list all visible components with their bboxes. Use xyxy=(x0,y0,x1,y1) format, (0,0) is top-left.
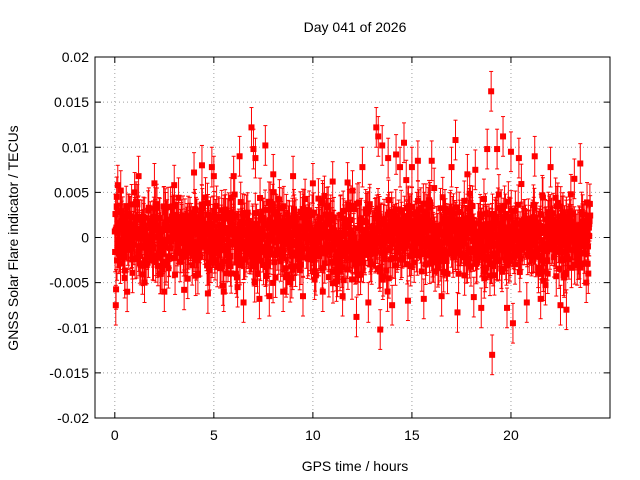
data-marker xyxy=(220,258,227,265)
data-marker xyxy=(231,191,238,198)
data-marker xyxy=(228,270,235,277)
data-marker xyxy=(181,236,188,243)
data-marker xyxy=(170,254,177,261)
data-series xyxy=(111,70,594,376)
data-marker xyxy=(153,227,160,234)
data-marker xyxy=(232,212,239,219)
data-marker xyxy=(175,194,182,201)
data-marker xyxy=(119,242,126,249)
data-marker xyxy=(112,248,119,255)
data-marker xyxy=(232,270,239,277)
data-marker xyxy=(368,261,375,268)
data-marker xyxy=(380,273,387,280)
data-marker xyxy=(154,222,161,229)
data-marker xyxy=(118,217,125,224)
data-marker xyxy=(257,257,264,264)
data-marker xyxy=(194,271,201,278)
data-marker xyxy=(186,214,193,221)
data-marker xyxy=(253,263,260,270)
data-marker xyxy=(116,249,123,256)
data-marker xyxy=(302,196,309,203)
data-marker xyxy=(384,288,391,295)
data-marker xyxy=(350,206,357,213)
data-marker xyxy=(414,197,421,204)
data-marker xyxy=(245,217,252,224)
data-marker xyxy=(225,209,232,216)
data-point xyxy=(344,162,351,203)
data-marker xyxy=(262,206,269,213)
data-marker xyxy=(249,220,256,227)
data-marker xyxy=(184,249,191,256)
data-marker xyxy=(211,208,218,215)
data-marker xyxy=(227,263,234,270)
data-marker xyxy=(172,271,179,278)
data-marker xyxy=(243,249,250,256)
data-marker xyxy=(183,253,190,260)
data-marker xyxy=(184,275,191,282)
data-marker xyxy=(159,266,166,273)
data-marker xyxy=(204,200,211,207)
data-marker xyxy=(192,206,199,213)
data-marker xyxy=(193,216,200,223)
data-marker xyxy=(257,194,264,201)
data-marker xyxy=(177,258,184,265)
data-marker xyxy=(149,244,156,251)
data-marker xyxy=(221,227,228,234)
data-marker xyxy=(251,279,258,286)
data-marker xyxy=(177,226,184,233)
data-marker xyxy=(129,269,136,276)
data-marker xyxy=(124,288,131,295)
data-marker xyxy=(252,257,259,264)
data-marker xyxy=(207,259,214,266)
data-marker xyxy=(140,220,147,227)
data-marker xyxy=(234,254,241,261)
data-marker xyxy=(172,235,179,242)
data-marker xyxy=(403,177,410,184)
data-marker xyxy=(272,274,279,281)
data-marker xyxy=(252,210,259,217)
data-marker xyxy=(312,272,319,279)
data-marker xyxy=(206,267,213,274)
data-marker xyxy=(127,213,134,220)
data-marker xyxy=(213,202,220,209)
data-marker xyxy=(124,242,131,249)
data-marker xyxy=(145,204,152,211)
data-marker xyxy=(242,228,249,235)
data-marker xyxy=(198,201,205,208)
data-marker xyxy=(121,231,128,238)
data-marker xyxy=(189,252,196,259)
data-marker xyxy=(123,203,130,210)
data-marker xyxy=(162,209,169,216)
data-marker xyxy=(121,254,128,261)
data-marker xyxy=(223,270,230,277)
data-marker xyxy=(212,257,219,264)
data-marker xyxy=(189,262,196,269)
data-marker xyxy=(205,221,212,228)
data-marker xyxy=(260,218,267,225)
data-marker xyxy=(191,248,198,255)
data-marker xyxy=(160,236,167,243)
data-marker xyxy=(202,194,209,201)
data-marker xyxy=(210,212,217,219)
data-marker xyxy=(219,282,226,289)
data-marker xyxy=(260,215,267,222)
data-marker xyxy=(197,253,204,260)
data-marker xyxy=(347,217,354,224)
data-marker xyxy=(224,248,231,255)
data-marker xyxy=(213,229,220,236)
data-marker xyxy=(163,259,170,266)
data-marker xyxy=(210,235,217,242)
data-marker xyxy=(238,219,245,226)
data-marker xyxy=(202,238,209,245)
data-marker xyxy=(220,236,227,243)
data-marker xyxy=(119,213,126,220)
data-marker xyxy=(117,260,124,267)
data-marker xyxy=(226,217,233,224)
data-marker xyxy=(161,240,168,247)
data-marker xyxy=(128,201,135,208)
data-marker xyxy=(156,215,163,222)
data-marker xyxy=(271,259,278,266)
data-marker xyxy=(153,204,160,211)
